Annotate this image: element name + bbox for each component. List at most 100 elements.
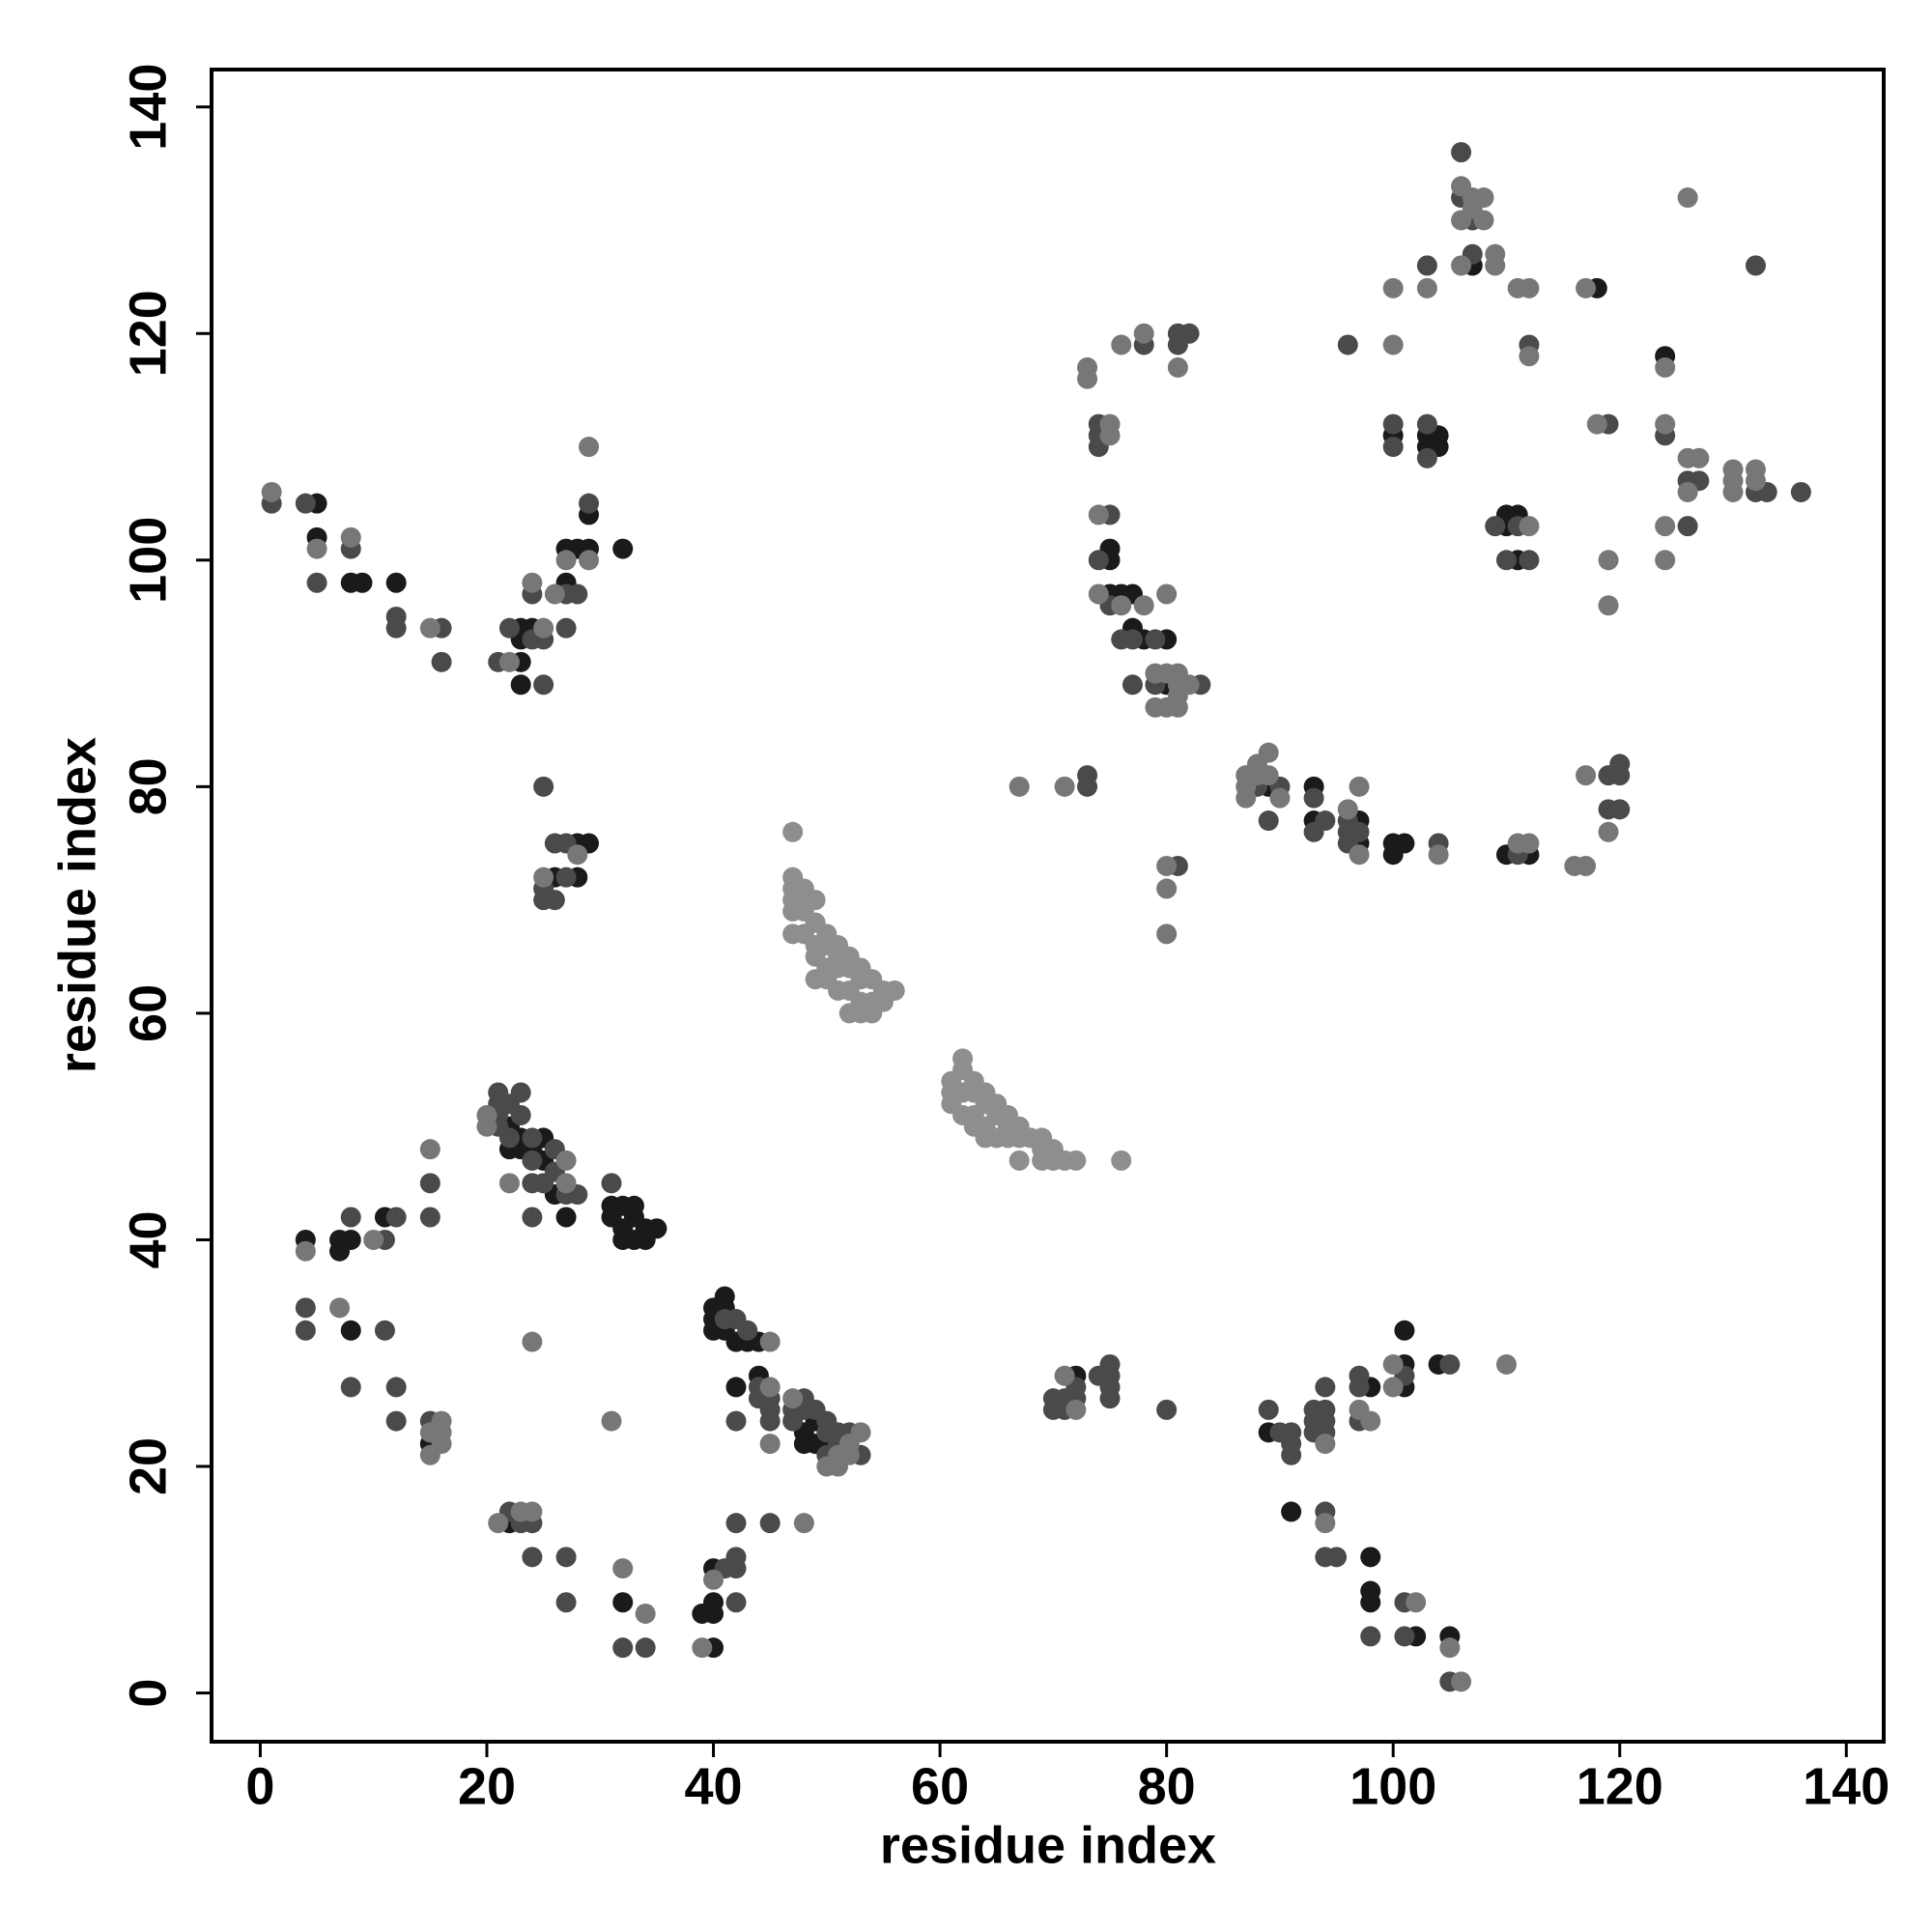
data-point xyxy=(1179,674,1200,696)
data-point xyxy=(352,572,373,593)
data-point xyxy=(1451,255,1472,276)
data-point xyxy=(1315,810,1336,832)
data-point xyxy=(612,1558,634,1579)
data-point xyxy=(1439,1637,1461,1659)
data-point xyxy=(567,583,588,605)
data-point xyxy=(488,1513,509,1534)
data-point xyxy=(329,1240,351,1262)
x-tick-label: 120 xyxy=(1577,1757,1663,1815)
data-point xyxy=(1349,821,1370,842)
data-point xyxy=(1360,1592,1381,1613)
data-point xyxy=(522,1501,543,1522)
data-point xyxy=(533,776,554,797)
data-point xyxy=(1099,425,1121,446)
data-point xyxy=(522,1547,543,1568)
data-point xyxy=(431,651,452,672)
data-point xyxy=(419,617,440,639)
data-point xyxy=(567,844,588,866)
data-point xyxy=(805,890,826,911)
data-point xyxy=(1394,1320,1415,1341)
data-point xyxy=(522,1331,543,1352)
data-point xyxy=(1495,550,1517,571)
data-point xyxy=(522,572,543,593)
data-point xyxy=(725,1410,747,1432)
data-point xyxy=(374,1320,395,1341)
data-point xyxy=(1416,413,1437,435)
data-point xyxy=(1111,1150,1132,1171)
data-point xyxy=(759,1410,781,1432)
data-point xyxy=(612,1637,634,1659)
data-point xyxy=(759,1331,781,1352)
plot-frame xyxy=(210,68,1886,1744)
data-point xyxy=(498,1173,520,1194)
data-point xyxy=(1609,765,1631,786)
data-point xyxy=(1394,833,1415,854)
data-point xyxy=(725,1377,747,1398)
data-point xyxy=(579,550,600,571)
data-point xyxy=(601,1173,622,1194)
data-point xyxy=(1303,787,1324,809)
data-point xyxy=(555,1547,577,1568)
data-point xyxy=(340,526,361,548)
data-point xyxy=(340,1377,361,1398)
data-point xyxy=(1258,742,1279,763)
data-point xyxy=(1519,346,1540,367)
x-tick-label: 20 xyxy=(458,1757,516,1815)
data-point xyxy=(306,572,327,593)
data-point xyxy=(1133,323,1154,344)
data-point xyxy=(555,1592,577,1613)
data-point xyxy=(1485,255,1506,276)
data-point xyxy=(1519,516,1540,537)
data-point xyxy=(1122,674,1143,696)
data-point xyxy=(1655,516,1676,537)
y-tick-label: 40 xyxy=(119,1210,177,1268)
y-tick-label: 140 xyxy=(119,64,177,151)
data-point xyxy=(1745,255,1766,276)
data-point xyxy=(1111,595,1132,616)
data-point xyxy=(1054,1365,1075,1386)
data-point xyxy=(1451,1671,1472,1692)
data-point xyxy=(1009,1150,1030,1171)
data-point xyxy=(1122,629,1143,650)
data-point xyxy=(363,1229,384,1250)
data-point xyxy=(476,1116,497,1137)
data-point xyxy=(555,1150,577,1171)
y-tick-label: 100 xyxy=(119,517,177,604)
data-point xyxy=(498,1127,520,1149)
data-point xyxy=(544,890,565,911)
data-point xyxy=(1655,356,1676,378)
data-point xyxy=(1677,187,1698,209)
data-point xyxy=(1156,583,1178,605)
data-point xyxy=(579,493,600,514)
data-point xyxy=(1609,799,1631,820)
y-axis-title: residue index xyxy=(48,737,106,1073)
y-tick-label: 20 xyxy=(119,1437,177,1495)
data-point xyxy=(759,1434,781,1455)
data-point xyxy=(431,1434,452,1455)
data-point xyxy=(1519,550,1540,571)
data-point xyxy=(1077,368,1098,389)
data-point xyxy=(1315,1377,1336,1398)
data-point xyxy=(1258,1399,1279,1420)
data-point xyxy=(510,1104,531,1125)
data-point xyxy=(1077,776,1098,797)
data-point xyxy=(782,821,804,842)
data-point xyxy=(1655,413,1676,435)
data-point xyxy=(419,1139,440,1160)
data-point xyxy=(1156,855,1178,876)
data-point xyxy=(1677,481,1698,502)
y-tick-label: 60 xyxy=(119,984,177,1042)
data-point xyxy=(1349,844,1370,866)
x-axis-title: residue index xyxy=(880,1816,1216,1874)
data-point xyxy=(1416,277,1437,298)
data-point xyxy=(498,617,520,639)
data-point xyxy=(340,1207,361,1228)
x-tick-label: 80 xyxy=(1138,1757,1196,1815)
data-point xyxy=(1677,516,1698,537)
data-point xyxy=(1236,787,1257,809)
y-tick-label: 80 xyxy=(119,757,177,815)
data-point xyxy=(1598,550,1619,571)
data-point xyxy=(295,493,316,514)
data-point xyxy=(1473,210,1494,231)
data-point xyxy=(703,1603,724,1624)
